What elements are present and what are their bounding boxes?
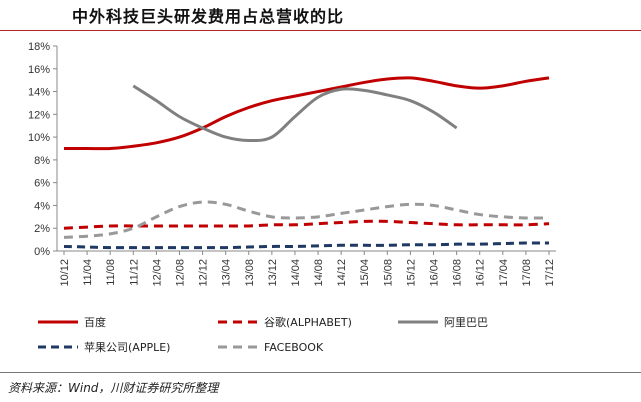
x-tick-label: 15/12 bbox=[405, 259, 417, 287]
y-tick-label: 0% bbox=[34, 246, 50, 258]
legend-label-apple: 苹果公司(APPLE) bbox=[84, 340, 170, 354]
x-tick-label: 13/12 bbox=[267, 259, 279, 287]
legend-label-facebook: FACEBOOK bbox=[264, 341, 324, 354]
x-tick-label: 11/08 bbox=[105, 259, 117, 286]
y-tick-label: 16% bbox=[28, 64, 50, 76]
series-line-facebook bbox=[63, 200, 550, 239]
x-tick-label: 13/04 bbox=[221, 259, 233, 287]
x-tick-label: 16/12 bbox=[475, 259, 487, 287]
chart-title: 中外科技巨头研发费用占总营收的比 bbox=[72, 7, 345, 26]
series-line-baidu bbox=[64, 76, 550, 151]
x-tick-label: 17/04 bbox=[498, 259, 510, 287]
y-tick-label: 4% bbox=[34, 200, 50, 212]
x-tick-label: 16/04 bbox=[429, 259, 441, 287]
x-tick-label: 12/04 bbox=[151, 259, 163, 287]
series-line-alphabet bbox=[63, 219, 550, 230]
legend-label-alibaba: 阿里巴巴 bbox=[444, 316, 488, 329]
legend-label-alphabet: 谷歌(ALPHABET) bbox=[264, 315, 352, 329]
x-tick-label: 13/08 bbox=[244, 259, 256, 287]
x-tick-label: 15/04 bbox=[359, 259, 371, 287]
x-tick-label: 15/08 bbox=[382, 259, 394, 287]
x-tick-label: 14/08 bbox=[313, 259, 325, 287]
title-bar: 中外科技巨头研发费用占总营收的比 bbox=[0, 0, 641, 31]
x-tick-label: 11/04 bbox=[82, 259, 94, 286]
series-line-alibaba bbox=[132, 84, 458, 143]
y-tick-label: 18% bbox=[28, 41, 50, 53]
source-divider bbox=[0, 372, 641, 373]
x-tick-label: 16/08 bbox=[452, 259, 464, 287]
x-tick-label: 12/08 bbox=[174, 259, 186, 287]
x-tick-label: 14/04 bbox=[290, 259, 302, 287]
x-tick-label: 10/12 bbox=[59, 259, 71, 287]
y-tick-label: 2% bbox=[34, 223, 50, 235]
legend-label-baidu: 百度 bbox=[84, 315, 106, 329]
line-chart: 0% 2% 4% 6% 8% 10% 12% 14% 16% 18% 10/12 11/04 11/08… bbox=[28, 41, 556, 354]
x-tick-label: 12/12 bbox=[198, 259, 210, 287]
x-tick-label: 14/12 bbox=[336, 259, 348, 287]
source-note: 资料来源：Wind，川财证券研究所整理 bbox=[8, 381, 219, 395]
y-tick-label: 10% bbox=[28, 132, 50, 144]
y-tick-label: 8% bbox=[34, 155, 50, 167]
x-tick-label: 11/12 bbox=[128, 259, 140, 286]
series-line-apple bbox=[63, 241, 550, 250]
y-tick-label: 14% bbox=[28, 87, 50, 99]
x-tick-label: 17/12 bbox=[544, 259, 556, 287]
x-tick-label: 17/08 bbox=[521, 259, 533, 287]
y-tick-label: 12% bbox=[28, 109, 50, 121]
y-tick-label: 6% bbox=[34, 178, 50, 190]
